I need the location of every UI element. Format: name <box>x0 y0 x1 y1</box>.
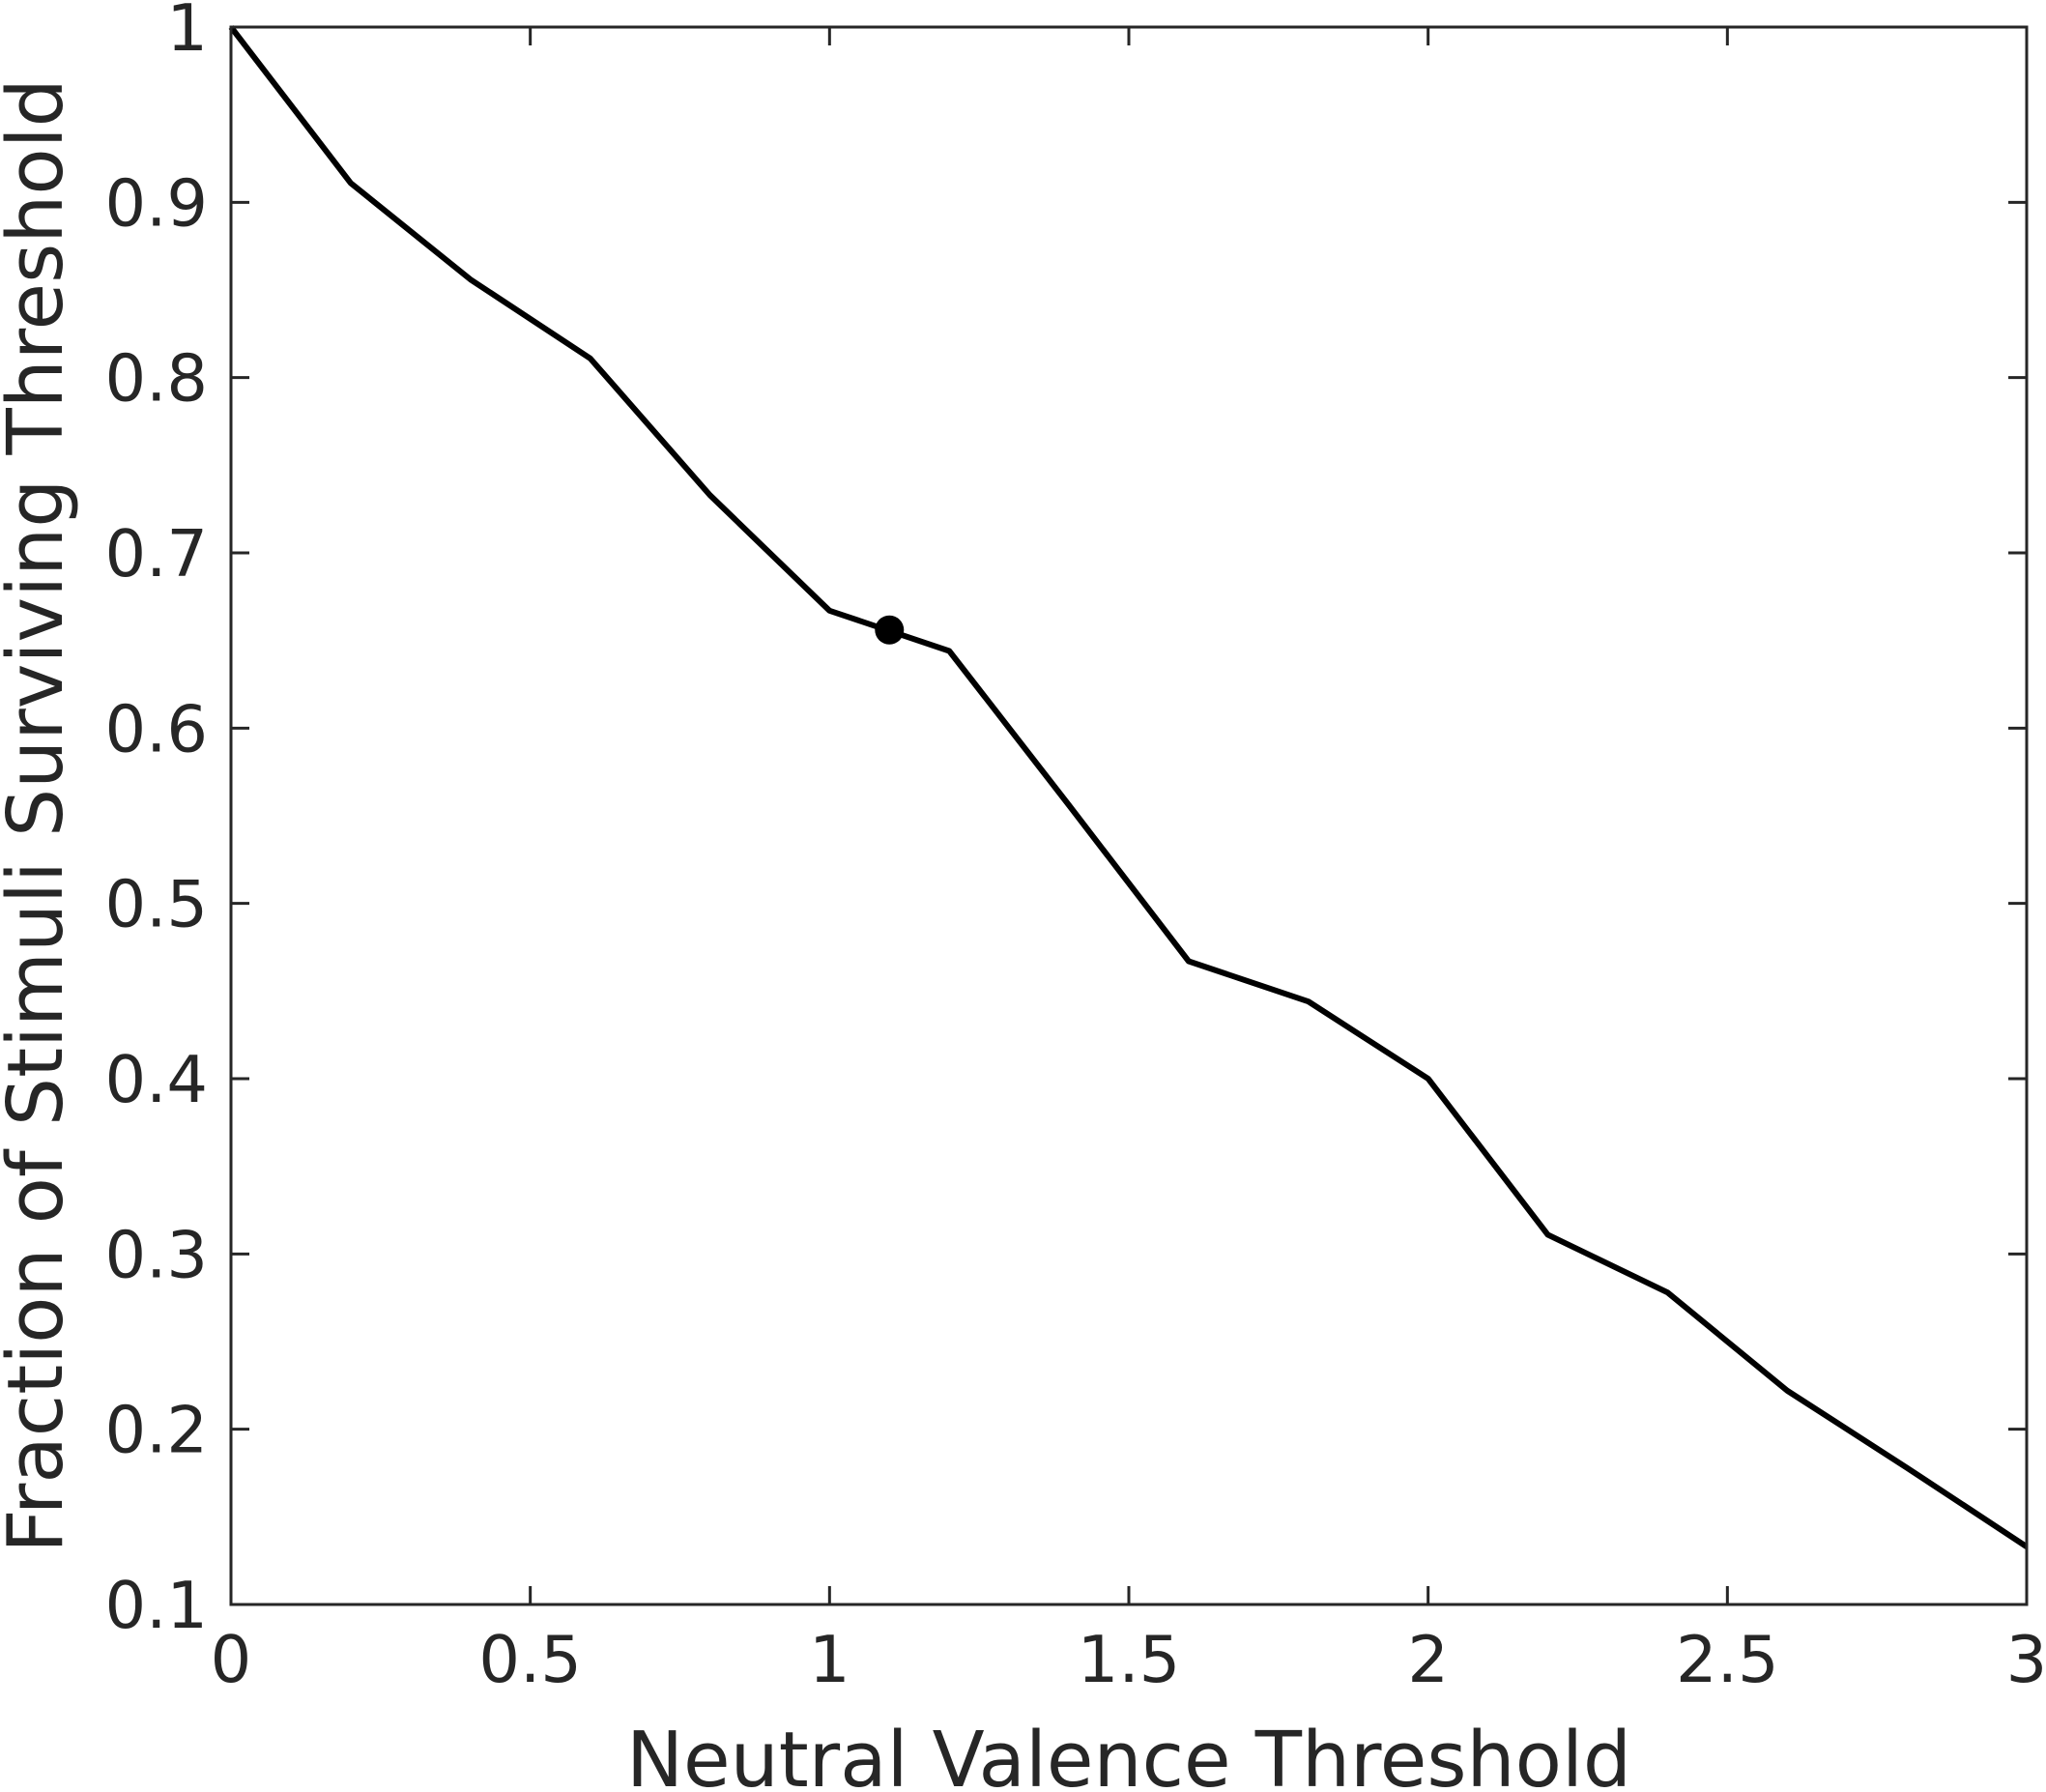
y-tick-label: 0.8 <box>104 341 208 417</box>
plot-area <box>228 25 2029 1549</box>
y-tick-label: 0.3 <box>104 1217 208 1292</box>
axes-box <box>229 25 2029 1606</box>
x-tick-label: 0 <box>211 1622 252 1697</box>
x-tick-label: 1 <box>809 1622 850 1697</box>
x-tick-label: 0.5 <box>478 1622 582 1697</box>
y-tick-label: 0.5 <box>104 867 208 942</box>
highlight-point <box>875 615 905 645</box>
y-tick-label: 0.1 <box>104 1568 208 1643</box>
y-tick-label: 0.2 <box>104 1393 208 1468</box>
x-axis-title: Neutral Valence Threshold <box>626 1716 1631 1792</box>
y-tick-label: 1 <box>166 0 208 66</box>
tick-labels: 0 0.5 1 1.5 2 2.5 3 0.1 0.2 0.3 0.4 0.5 0.6 0.7 0.8 0.9… <box>104 0 2046 1697</box>
y-tick-label: 0.9 <box>104 165 208 241</box>
y-tick-label: 0.7 <box>104 516 208 592</box>
x-tick-label: 3 <box>2006 1622 2046 1697</box>
x-tick-label: 2 <box>1407 1622 1449 1697</box>
x-tick-label: 1.5 <box>1078 1622 1181 1697</box>
series-line <box>228 25 2029 1549</box>
y-axis-title: Fraction of Stimuli Surviving Threshold <box>0 78 80 1553</box>
y-tick-label: 0.6 <box>104 691 208 766</box>
y-tick-label: 0.4 <box>104 1042 208 1117</box>
x-tick-label: 2.5 <box>1676 1622 1779 1697</box>
